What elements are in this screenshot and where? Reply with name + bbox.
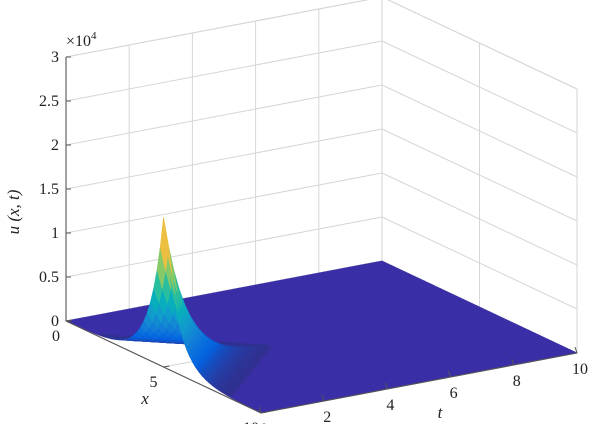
surface bbox=[65, 217, 578, 414]
x-axis-label: x bbox=[140, 389, 149, 408]
exponent-power: 4 bbox=[91, 30, 97, 42]
exponent-label: ×104 bbox=[66, 30, 97, 50]
z-tick-label: 0.5 bbox=[39, 269, 59, 286]
grid-line bbox=[65, 172, 383, 234]
x-tick-label: 10 bbox=[243, 420, 259, 424]
grid-line bbox=[65, 216, 383, 278]
z-axis-label: u (x, t) bbox=[4, 189, 23, 234]
t-tick-label: 10 bbox=[572, 361, 588, 378]
z-tick-label: 1 bbox=[51, 225, 59, 242]
z-tick-label: 2 bbox=[51, 137, 59, 154]
grid-line bbox=[381, 40, 578, 134]
grid-line bbox=[381, 172, 578, 266]
z-tick-label: 2.5 bbox=[39, 93, 59, 110]
t-axis-label: t bbox=[438, 403, 444, 422]
t-tick-label: 8 bbox=[513, 373, 521, 390]
x-tick-label: 5 bbox=[150, 374, 158, 391]
t-tick-label: 6 bbox=[450, 385, 458, 402]
grid-line bbox=[381, 84, 578, 178]
t-tick-label: 2 bbox=[323, 409, 331, 424]
grid-line bbox=[65, 84, 383, 146]
grid-line bbox=[65, 0, 369, 58]
grid-line bbox=[387, 0, 578, 90]
z-tick-label: 1.5 bbox=[39, 181, 59, 198]
grid-line bbox=[65, 40, 383, 102]
t-tick-label: 4 bbox=[386, 397, 394, 414]
x-tick-label: 0 bbox=[52, 328, 60, 345]
grid-line bbox=[381, 216, 578, 310]
x-tick bbox=[163, 365, 170, 368]
grid-line bbox=[381, 128, 578, 222]
grid-line bbox=[65, 128, 383, 190]
z-tick-label: 3 bbox=[51, 49, 59, 66]
